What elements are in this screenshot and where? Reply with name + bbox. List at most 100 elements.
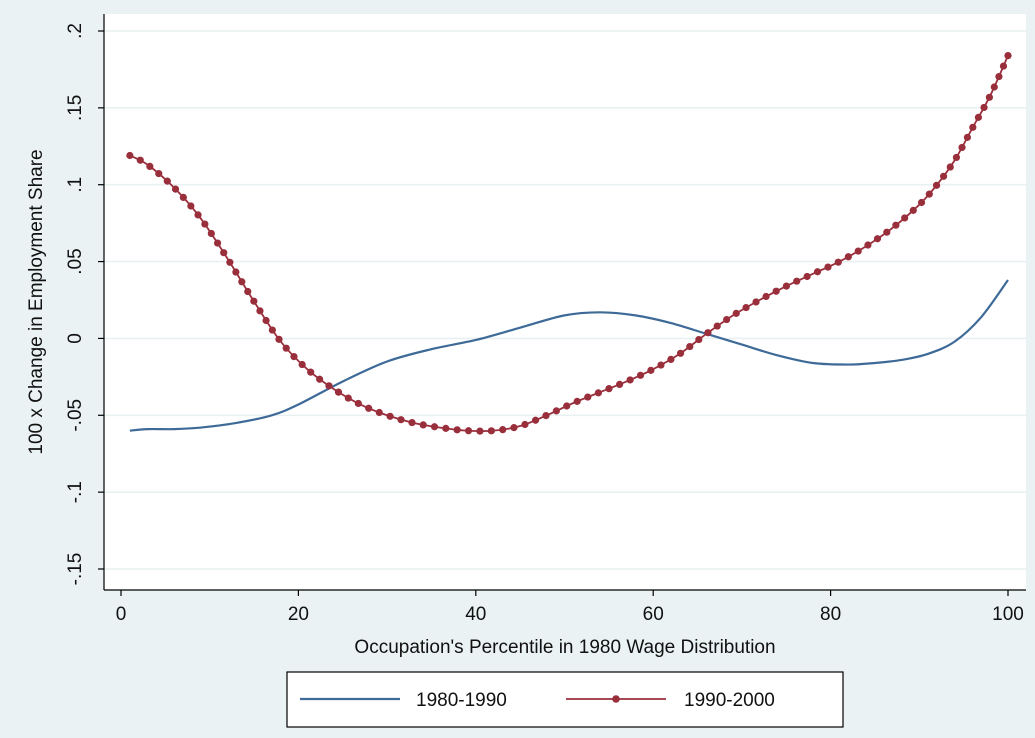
series-marker-1990-2000: [844, 253, 852, 261]
series-marker-1990-2000: [171, 185, 180, 193]
series-marker-1990-2000: [325, 382, 333, 390]
series-marker-1990-2000: [307, 368, 315, 376]
series-marker-1990-2000: [995, 72, 1003, 81]
series-marker-1990-2000: [980, 103, 988, 112]
series-marker-1990-2000: [354, 399, 362, 408]
y-tick-label-0: 0: [65, 333, 86, 344]
series-marker-1990-2000: [686, 342, 694, 351]
series-marker-1990-2000: [213, 239, 222, 247]
series-marker-1990-2000: [194, 211, 202, 219]
series-marker-1990-2000: [752, 298, 760, 306]
legend-label-1980-1990: 1980-1990: [416, 690, 507, 711]
series-marker-1990-2000: [499, 426, 507, 434]
series-marker-1990-2000: [155, 169, 163, 178]
series-marker-1990-2000: [344, 394, 352, 402]
grid-lines: [104, 30, 1026, 570]
x-tick-label-60: 60: [643, 604, 664, 625]
series-marker-1990-2000: [220, 249, 228, 257]
series-marker-1990-2000: [250, 297, 258, 305]
series-marker-1990-2000: [126, 151, 134, 160]
series-marker-1990-2000: [667, 355, 675, 364]
series-marker-1990-2000: [464, 427, 473, 435]
series-marker-1990-2000: [713, 322, 721, 330]
series-marker-1990-2000: [531, 416, 540, 424]
series-line-1980-1990: [129, 279, 1009, 432]
series-1980-1990: [129, 279, 1009, 432]
series-marker-1990-2000: [316, 375, 324, 383]
series-marker-1990-2000: [999, 62, 1008, 70]
series-marker-1990-2000: [873, 235, 882, 243]
x-axis-title: Occupation's Percentile in 1980 Wage Dis…: [354, 637, 775, 658]
series-marker-1990-2000: [201, 220, 209, 228]
series-marker-1990-2000: [386, 412, 394, 420]
series-marker-1990-2000: [932, 181, 941, 189]
series-marker-1990-2000: [244, 287, 252, 296]
series-marker-1990-2000: [985, 93, 993, 101]
series-marker-1990-2000: [275, 335, 283, 343]
series-marker-1990-2000: [573, 397, 581, 405]
series-marker-1990-2000: [262, 316, 270, 325]
series-marker-1990-2000: [521, 420, 529, 429]
legend-label-1990-2000: 1990-2000: [684, 690, 775, 711]
series-marker-1990-2000: [834, 258, 842, 266]
series-marker-1990-2000: [453, 426, 461, 434]
series-marker-1990-2000: [146, 162, 154, 171]
legend: 1980-1990 1990-2000: [286, 671, 844, 728]
series-marker-1990-2000: [909, 206, 917, 214]
series-marker-1990-2000: [1004, 51, 1012, 60]
series-marker-1990-2000: [419, 421, 427, 429]
series-marker-1990-2000: [676, 349, 685, 357]
series-marker-1990-2000: [958, 143, 966, 152]
series-marker-1990-2000: [732, 309, 740, 317]
series-marker-1990-2000: [793, 277, 801, 285]
series-marker-1990-2000: [232, 268, 240, 276]
series-marker-1990-2000: [657, 361, 665, 369]
series-marker-1990-2000: [901, 214, 909, 222]
series-marker-1990-2000: [854, 247, 862, 255]
series-marker-1990-2000: [704, 329, 712, 337]
series-marker-1990-2000: [636, 371, 645, 379]
series-layer: [126, 51, 1012, 435]
series-marker-1990-2000: [282, 344, 290, 352]
series-marker-1990-2000: [476, 427, 484, 435]
x-tick-label-100: 100: [992, 604, 1024, 625]
series-marker-1990-2000: [510, 424, 518, 432]
series-marker-1990-2000: [268, 326, 276, 334]
y-tick-label-1: .1: [65, 177, 86, 193]
series-marker-1990-2000: [408, 418, 416, 427]
series-marker-1990-2000: [298, 360, 306, 369]
series-marker-1990-2000: [290, 352, 298, 361]
series-marker-1990-2000: [813, 268, 822, 276]
series-marker-1990-2000: [226, 258, 234, 266]
series-marker-1990-2000: [824, 263, 832, 271]
plot-area: [104, 14, 1026, 590]
y-tick-label-1: -.1: [65, 481, 86, 503]
series-marker-1990-2000: [762, 292, 770, 301]
series-marker-1990-2000: [397, 416, 405, 424]
y-tick-label-15: -.15: [65, 553, 86, 586]
series-marker-1990-2000: [256, 307, 264, 315]
series-marker-1990-2000: [892, 221, 900, 229]
series-marker-1990-2000: [563, 402, 571, 410]
series-marker-1990-2000: [542, 412, 550, 420]
x-axis: 0 20 40 60 80 100: [104, 589, 1026, 625]
series-marker-1990-2000: [487, 427, 495, 435]
series-1990-2000: [126, 51, 1012, 435]
series-marker-1990-2000: [238, 278, 246, 286]
y-tick-label-05: .05: [65, 248, 86, 274]
series-marker-1990-2000: [864, 241, 872, 249]
x-tick-label-40: 40: [465, 604, 486, 625]
y-tick-label-05: -.05: [65, 399, 86, 432]
series-marker-1990-2000: [442, 424, 450, 432]
series-marker-1990-2000: [925, 190, 933, 198]
series-marker-1990-2000: [782, 282, 791, 290]
series-marker-1990-2000: [552, 407, 560, 415]
series-marker-1990-2000: [626, 376, 634, 384]
series-marker-1990-2000: [969, 123, 977, 131]
series-marker-1990-2000: [917, 198, 926, 207]
series-marker-1990-2000: [375, 408, 383, 417]
x-tick-label-20: 20: [288, 604, 309, 625]
y-tick-label-2: .2: [65, 23, 86, 39]
series-marker-1990-2000: [990, 83, 998, 91]
series-marker-1990-2000: [647, 366, 655, 374]
